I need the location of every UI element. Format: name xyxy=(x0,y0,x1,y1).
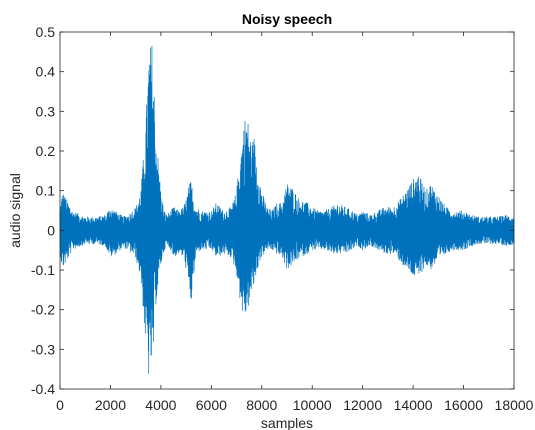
y-tick-label: 0.4 xyxy=(36,64,56,80)
waveform-series xyxy=(59,45,515,374)
y-tick-label: 0.1 xyxy=(36,183,56,199)
x-tick-label: 12000 xyxy=(343,397,382,413)
y-tick-label: -0.2 xyxy=(31,302,55,318)
axes-box xyxy=(59,31,515,390)
axes-frame xyxy=(59,31,515,390)
x-tick-label: 10000 xyxy=(293,397,332,413)
y-tick-label: 0.5 xyxy=(36,24,56,40)
x-tick-label: 8000 xyxy=(246,397,277,413)
x-tick-label: 2000 xyxy=(95,397,126,413)
y-tick-label: -0.4 xyxy=(31,381,55,397)
x-tick-label: 18000 xyxy=(495,397,534,413)
x-tick-label: 14000 xyxy=(394,397,433,413)
x-tick-label: 0 xyxy=(56,397,64,413)
y-tick-label: -0.1 xyxy=(31,262,55,278)
y-tick-label: -0.3 xyxy=(31,341,55,357)
waveform-line xyxy=(59,45,515,374)
x-tick-label: 4000 xyxy=(145,397,176,413)
y-tick-label: 0.3 xyxy=(36,103,56,119)
x-axis-ticks: 0 2000 4000 6000 8000 10000 12000 14000 16000 180… xyxy=(56,32,534,413)
y-tick-label: 0 xyxy=(47,222,55,238)
x-tick-label: 6000 xyxy=(196,397,227,413)
x-tick-label: 16000 xyxy=(444,397,483,413)
chart-title: Noisy speech xyxy=(242,11,332,27)
y-tick-label: 0.2 xyxy=(36,143,56,159)
y-axis-ticks: -0.4 -0.3 -0.2 -0.1 0 0.1 0.2 0.3 0.4 0.5 xyxy=(31,24,514,397)
x-axis-label: samples xyxy=(261,415,313,430)
y-axis-label: audio signal xyxy=(7,173,23,248)
